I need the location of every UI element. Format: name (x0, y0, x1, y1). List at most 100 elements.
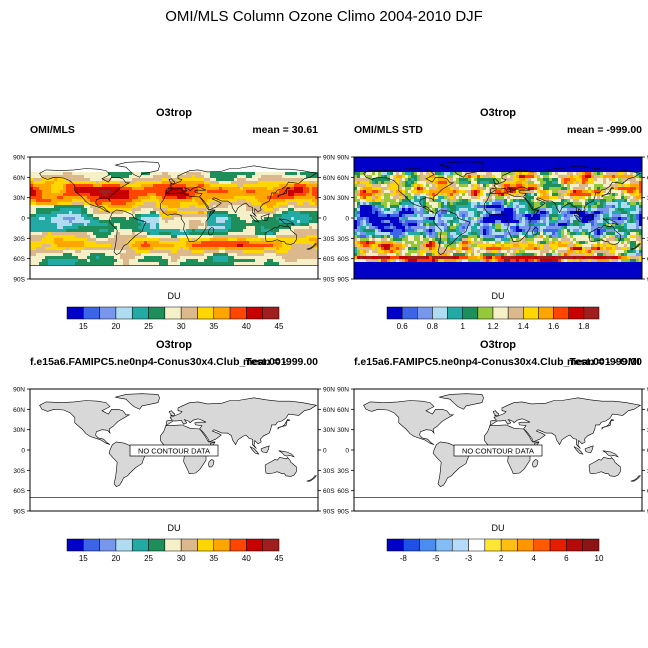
data-cell (498, 208, 502, 212)
data-cell (105, 205, 109, 209)
data-cell (264, 190, 268, 194)
data-cell (516, 199, 520, 203)
data-cell (99, 211, 103, 215)
data-cell (498, 169, 502, 173)
data-cell (39, 187, 43, 191)
data-cell (210, 256, 214, 260)
continent-outline (208, 227, 215, 236)
data-cell (363, 175, 367, 179)
data-cell (465, 187, 469, 191)
data-cell (174, 202, 178, 206)
data-cell (636, 211, 640, 215)
data-cell (123, 217, 127, 221)
lat-label: 60S (13, 256, 25, 263)
data-cell (594, 166, 598, 170)
data-cell (180, 184, 184, 188)
data-cell (237, 196, 241, 200)
data-cell (294, 214, 298, 218)
data-cell (54, 238, 58, 242)
data-cell (468, 166, 472, 170)
data-cell (30, 256, 34, 260)
data-cell (234, 232, 238, 236)
data-cell (201, 196, 205, 200)
data-cell (156, 196, 160, 200)
data-cell (516, 172, 520, 176)
data-cell (249, 172, 253, 176)
data-cell (306, 199, 310, 203)
data-cell (162, 259, 166, 263)
data-cell (519, 196, 523, 200)
data-cell (282, 196, 286, 200)
data-cell (558, 193, 562, 197)
data-cell (636, 205, 640, 209)
data-cell (207, 235, 211, 239)
data-cell (267, 241, 271, 245)
data-cell (564, 175, 568, 179)
data-cell (630, 169, 634, 173)
data-cell (390, 163, 394, 167)
data-cell (435, 202, 439, 206)
data-cell (96, 214, 100, 218)
data-cell (102, 214, 106, 218)
data-cell (315, 202, 318, 206)
data-cell (63, 226, 67, 230)
data-cell (534, 178, 538, 182)
data-cell (165, 253, 169, 257)
data-cell (84, 184, 88, 188)
data-cell (192, 217, 196, 221)
data-cell (576, 193, 580, 197)
data-cell (30, 202, 34, 206)
data-cell (294, 184, 298, 188)
data-cell (258, 241, 262, 245)
data-cell (195, 214, 199, 218)
data-cell (300, 262, 304, 266)
data-cell (153, 175, 157, 179)
data-cell (105, 247, 109, 251)
data-cell (459, 175, 463, 179)
data-cell (195, 262, 199, 266)
data-cell (120, 229, 124, 233)
data-cell (162, 244, 166, 248)
data-cell (429, 211, 433, 215)
data-cell (444, 178, 448, 182)
data-cell (579, 187, 583, 191)
data-cell (198, 244, 202, 248)
data-cell (453, 205, 457, 209)
data-cell (441, 193, 445, 197)
data-cell (99, 172, 103, 176)
data-cell (234, 205, 238, 209)
data-cell (192, 196, 196, 200)
data-cell (72, 220, 76, 224)
data-cell (162, 262, 166, 266)
data-cell (555, 211, 559, 215)
data-cell (132, 196, 136, 200)
data-cell (408, 160, 412, 164)
data-cell (81, 253, 85, 257)
data-cell (312, 229, 316, 233)
data-cell (210, 259, 214, 263)
data-cell (57, 175, 61, 179)
data-cell (174, 214, 178, 218)
data-cell (213, 184, 217, 188)
data-cell (93, 229, 97, 233)
data-cell (237, 208, 241, 212)
data-cell (558, 214, 562, 218)
data-cell (75, 196, 79, 200)
data-cell (132, 232, 136, 236)
data-cell (471, 208, 475, 212)
data-cell (276, 256, 280, 260)
data-cell (468, 199, 472, 203)
data-cell (549, 163, 553, 167)
data-cell (246, 223, 250, 227)
data-cell (87, 184, 91, 188)
data-cell (303, 172, 307, 176)
data-cell (513, 211, 517, 215)
data-cell (582, 193, 586, 197)
data-cell (276, 202, 280, 206)
data-cell (615, 157, 619, 161)
data-cell (603, 208, 607, 212)
data-cell (138, 223, 142, 227)
data-cell (144, 187, 148, 191)
data-cell (78, 184, 82, 188)
data-cell (162, 181, 166, 185)
